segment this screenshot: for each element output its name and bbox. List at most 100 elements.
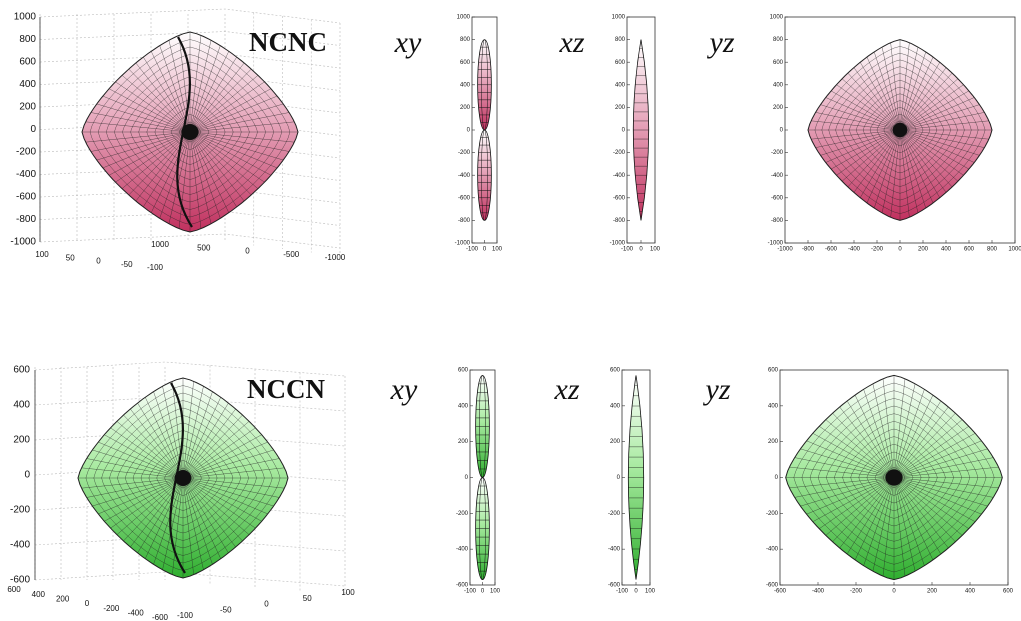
iso-tick-label: 600 — [7, 585, 21, 594]
x-tick-label: 400 — [965, 589, 976, 595]
z-tick-label: 800 — [19, 34, 36, 45]
z-tick-label: -200 — [10, 505, 30, 516]
z-tick-label: -800 — [16, 214, 36, 225]
y-tick-label: 1000 — [770, 15, 784, 21]
x-tick-label: 100 — [492, 247, 503, 253]
x-tick-label: 600 — [1003, 589, 1014, 595]
z-tick-label: -600 — [16, 192, 36, 203]
y-tick-label: 200 — [768, 439, 779, 445]
projection-label: yz — [703, 373, 731, 406]
z-tick-label: 600 — [13, 365, 30, 376]
y-tick-label: -400 — [458, 173, 471, 179]
y-tick-label: 800 — [773, 37, 784, 43]
y-tick-label: -200 — [458, 150, 471, 156]
iso-tick-label: 1000 — [151, 240, 169, 249]
y-tick-label: 0 — [617, 475, 621, 481]
iso-tick-label: 500 — [197, 243, 211, 252]
iso-tick-label: 100 — [35, 250, 49, 259]
z-tick-label: 200 — [19, 102, 36, 113]
y-tick-label: 600 — [615, 60, 626, 66]
y-tick-label: -600 — [771, 195, 784, 201]
grid-line — [40, 9, 340, 23]
z-tick-label: -400 — [10, 540, 30, 551]
z-tick-label: 200 — [13, 435, 30, 446]
figure: 10008006004002000-200-400-600-800-100010… — [0, 0, 1021, 621]
y-tick-label: 600 — [773, 60, 784, 66]
x-tick-label: 800 — [987, 247, 998, 253]
y-tick-label: 1000 — [612, 15, 626, 21]
y-tick-label: 800 — [615, 37, 626, 43]
y-tick-label: 400 — [610, 403, 621, 409]
y-tick-label: -800 — [771, 218, 784, 224]
y-tick-label: 400 — [773, 82, 784, 88]
x-tick-label: 600 — [964, 247, 975, 253]
y-tick-label: -400 — [456, 547, 469, 553]
projection-label: xy — [394, 26, 422, 59]
grid-line — [40, 234, 340, 248]
x-tick-label: -400 — [848, 247, 861, 253]
iso-tick-label: 0 — [85, 599, 90, 608]
iso-tick-label: -50 — [220, 605, 232, 614]
iso-tick-label: 0 — [245, 247, 250, 256]
z-tick-label: 0 — [24, 470, 30, 481]
y-tick-label: 400 — [460, 82, 471, 88]
x-tick-label: 0 — [639, 247, 643, 253]
projection-label: xz — [559, 26, 585, 59]
y-tick-label: -400 — [613, 173, 626, 179]
y-tick-label: 1000 — [457, 15, 471, 21]
x-tick-label: 0 — [634, 589, 638, 595]
iso-tick-label: -50 — [121, 260, 133, 269]
y-tick-label: -200 — [608, 511, 621, 517]
z-tick-label: 400 — [13, 400, 30, 411]
mesh-core — [885, 469, 902, 485]
iso-tick-label: -100 — [147, 263, 164, 272]
y-tick-label: -200 — [613, 150, 626, 156]
y-tick-label: 400 — [615, 82, 626, 88]
y-tick-label: -200 — [766, 511, 779, 517]
molecule-label: NCNC — [249, 27, 327, 57]
z-tick-label: 1000 — [14, 12, 37, 23]
projection-label: xz — [554, 373, 580, 406]
x-tick-label: 200 — [927, 589, 938, 595]
x-tick-label: -400 — [812, 589, 825, 595]
y-tick-label: 200 — [460, 105, 471, 111]
x-tick-label: -600 — [774, 589, 787, 595]
y-tick-label: 200 — [610, 439, 621, 445]
iso-tick-label: -400 — [128, 608, 145, 617]
x-tick-label: 100 — [490, 589, 501, 595]
iso-tick-label: 50 — [66, 253, 75, 262]
iso-tick-label: -200 — [103, 604, 120, 613]
iso-tick-label: 100 — [341, 588, 355, 597]
x-tick-label: 0 — [483, 247, 487, 253]
x-tick-label: 100 — [645, 589, 656, 595]
iso-tick-label: 400 — [32, 590, 46, 599]
iso-tick-label: 200 — [56, 594, 70, 603]
y-tick-label: -800 — [458, 218, 471, 224]
x-tick-label: 0 — [481, 589, 485, 595]
y-tick-label: 0 — [467, 128, 471, 134]
projection-label: xy — [390, 373, 418, 406]
x-tick-label: -1000 — [777, 247, 793, 253]
x-tick-label: -600 — [825, 247, 838, 253]
z-tick-label: -400 — [16, 169, 36, 180]
iso-tick-label: -1000 — [325, 253, 346, 262]
iso-tick-label: -600 — [152, 613, 169, 621]
x-tick-label: 100 — [650, 247, 661, 253]
y-tick-label: 0 — [465, 475, 469, 481]
mesh-core — [893, 123, 908, 137]
iso-tick-label: -500 — [283, 250, 300, 259]
y-tick-label: 0 — [775, 475, 779, 481]
z-tick-label: 0 — [30, 124, 36, 135]
y-tick-label: 200 — [615, 105, 626, 111]
x-tick-label: 400 — [941, 247, 952, 253]
z-tick-label: -600 — [10, 575, 30, 586]
iso-tick-label: -100 — [177, 611, 194, 620]
y-tick-label: -200 — [456, 511, 469, 517]
y-tick-label: 600 — [768, 368, 779, 374]
y-tick-label: 0 — [622, 128, 626, 134]
z-tick-label: 400 — [19, 79, 36, 90]
y-tick-label: 800 — [460, 37, 471, 43]
y-tick-label: 400 — [768, 403, 779, 409]
z-tick-label: -200 — [16, 147, 36, 158]
y-tick-label: 200 — [773, 105, 784, 111]
